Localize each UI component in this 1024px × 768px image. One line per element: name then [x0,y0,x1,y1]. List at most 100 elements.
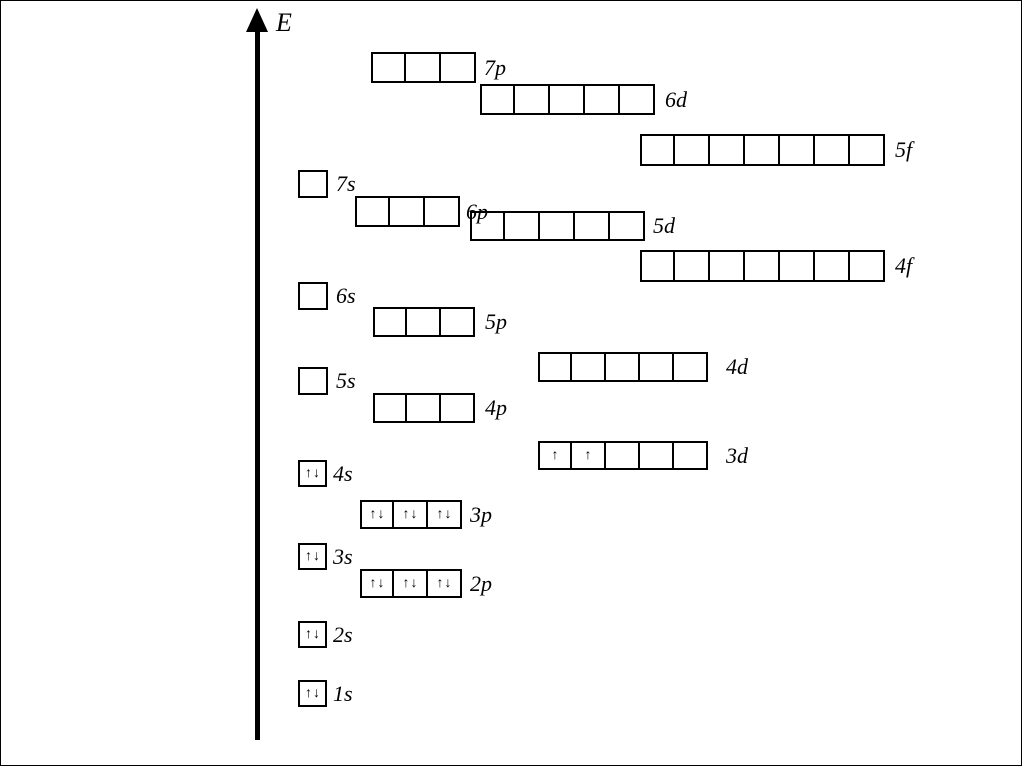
orbital-boxes: ↑↑ [538,441,708,470]
orbital-box [745,134,780,166]
energy-axis-arrowhead-icon [246,8,268,32]
orbital-boxes [371,52,476,83]
electron-spin-down-icon: ↓ [378,577,385,591]
orbital-boxes [298,170,328,198]
orbital-box [640,134,675,166]
orbital-box: ↑ [572,441,606,470]
electron-spin-up-icon: ↑ [585,449,592,463]
orbital-box [585,84,620,115]
orbital-box: ↑↓ [428,500,462,529]
orbital-boxes [640,250,885,282]
orbital-box [815,134,850,166]
orbital-boxes: ↑↓↑↓↑↓ [360,569,462,598]
electron-spin-up-icon: ↑ [370,577,377,591]
orbital-box [610,211,645,241]
orbital-boxes [640,134,885,166]
orbital-label: 6p [466,199,488,225]
orbital-box [298,282,328,310]
orbital-label: 6s [336,283,356,309]
orbital-box [710,250,745,282]
orbital-boxes [373,307,475,337]
orbital-label: 4f [895,253,912,279]
orbital-box: ↑↓ [298,543,327,570]
orbital-label: 7p [484,55,506,81]
orbital-box [407,307,441,337]
orbital-box [850,134,885,166]
orbital-label: 3d [726,443,748,469]
orbital-box [480,84,515,115]
orbital-box [390,196,425,227]
orbital-box [441,52,476,83]
orbital-box [441,393,475,423]
orbital-level-3s: ↑↓3s [298,543,353,570]
orbital-box [674,352,708,382]
orbital-level-4f: 4f [640,250,912,282]
orbital-level-1s: ↑↓1s [298,680,353,707]
orbital-box [550,84,585,115]
orbital-box [745,250,780,282]
orbital-level-6s: 6s [298,282,356,310]
electron-spin-down-icon: ↓ [313,467,320,481]
electron-spin-up-icon: ↑ [437,577,444,591]
orbital-box [538,352,572,382]
orbital-label: 5f [895,137,912,163]
orbital-box [371,52,406,83]
orbital-box [298,367,328,395]
orbital-box [406,52,441,83]
energy-level-diagram: E↑↓1s↑↓2s↑↓↑↓↑↓2p↑↓3s↑↓↑↓↑↓3p↑↓4s↑↑3d4p5… [0,0,1024,768]
electron-spin-down-icon: ↓ [313,628,320,642]
orbital-level-7p: 7p [371,52,506,83]
orbital-level-5d: 5d [470,211,675,241]
orbital-box [780,134,815,166]
orbital-box: ↑↓ [428,569,462,598]
orbital-level-5s: 5s [298,367,356,395]
orbital-box [815,250,850,282]
orbital-level-4s: ↑↓4s [298,460,353,487]
orbital-box [710,134,745,166]
orbital-box [425,196,460,227]
orbital-box [640,250,675,282]
electron-spin-down-icon: ↓ [313,550,320,564]
orbital-boxes [298,282,328,310]
orbital-label: 4s [333,461,353,487]
electron-spin-up-icon: ↑ [305,687,312,701]
electron-spin-up-icon: ↑ [403,577,410,591]
energy-axis-line [255,22,260,740]
orbital-box: ↑↓ [394,500,428,529]
orbital-boxes: ↑↓ [298,460,327,487]
orbital-box: ↑↓ [360,569,394,598]
orbital-box: ↑↓ [360,500,394,529]
electron-spin-up-icon: ↑ [305,550,312,564]
orbital-box [780,250,815,282]
orbital-label: 1s [333,681,353,707]
orbital-level-4p: 4p [373,393,507,423]
orbital-box [606,352,640,382]
orbital-box [620,84,655,115]
orbital-boxes [355,196,460,227]
orbital-box [441,307,475,337]
electron-spin-up-icon: ↑ [305,467,312,481]
electron-spin-down-icon: ↓ [445,577,452,591]
orbital-box [640,352,674,382]
orbital-label: 3p [470,502,492,528]
orbital-box [373,393,407,423]
orbital-label: 5s [336,368,356,394]
orbital-boxes [373,393,475,423]
orbital-box: ↑↓ [298,460,327,487]
electron-spin-up-icon: ↑ [437,508,444,522]
orbital-box [575,211,610,241]
orbital-level-6d: 6d [480,84,687,115]
electron-spin-up-icon: ↑ [552,449,559,463]
orbital-label: 2p [470,571,492,597]
orbital-boxes: ↑↓ [298,680,327,707]
orbital-box [850,250,885,282]
electron-spin-down-icon: ↓ [411,508,418,522]
orbital-box [675,134,710,166]
electron-spin-down-icon: ↓ [445,508,452,522]
orbital-box [640,441,674,470]
orbital-box: ↑↓ [298,680,327,707]
orbital-label: 2s [333,622,353,648]
orbital-boxes [298,367,328,395]
orbital-box [675,250,710,282]
orbital-label: 4d [726,354,748,380]
